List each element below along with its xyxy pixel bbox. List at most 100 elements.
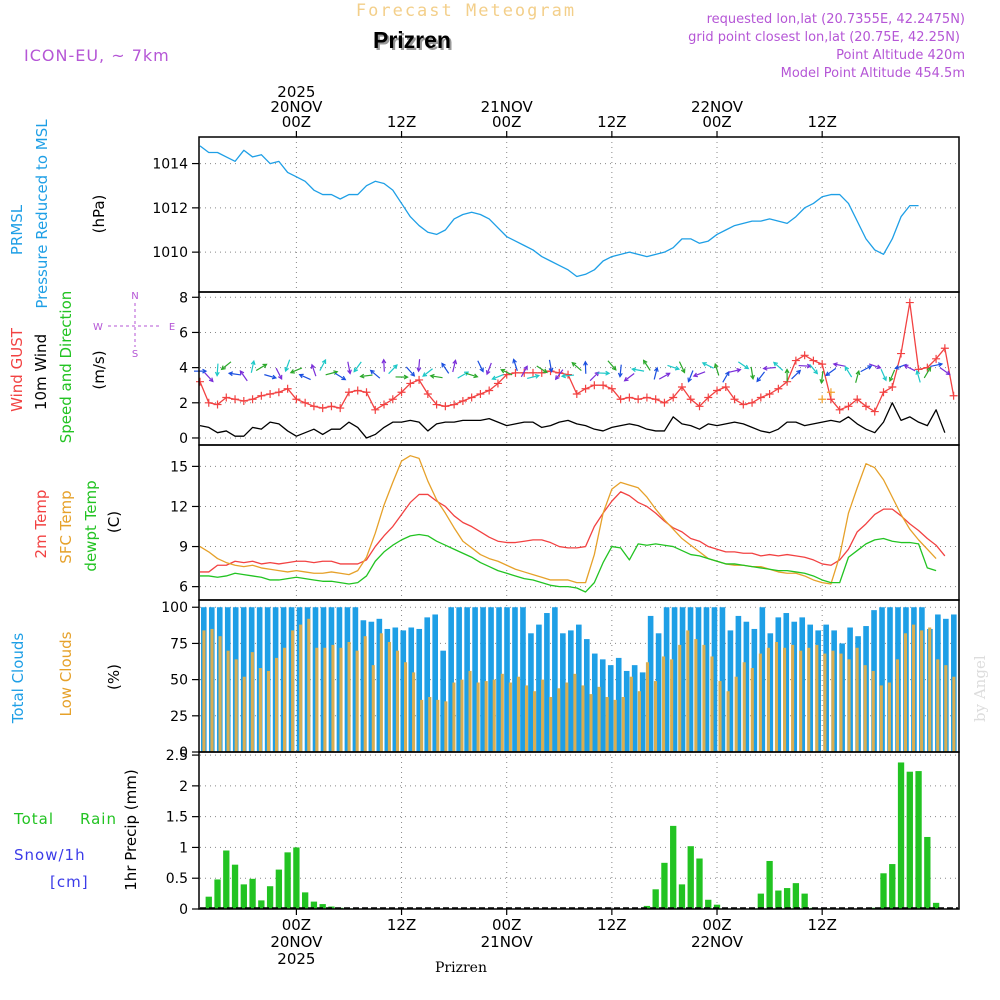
precip-bar bbox=[249, 878, 256, 909]
wind-direction-arrow bbox=[250, 359, 256, 373]
precip-bar bbox=[205, 896, 212, 909]
total-cloud-bar bbox=[544, 613, 550, 752]
wind-arrow-shaft bbox=[486, 362, 492, 375]
wind-gust-point bbox=[450, 400, 459, 409]
wind-arrow-head bbox=[208, 377, 214, 383]
wind-arrow-head bbox=[534, 373, 541, 379]
low-cloud-bar bbox=[323, 647, 327, 752]
wind-ytick-label: 0 bbox=[179, 431, 188, 447]
wind-arrow-head bbox=[623, 376, 629, 382]
clouds-ytick-label: 75 bbox=[170, 636, 188, 652]
total-cloud-bar bbox=[623, 670, 630, 752]
wind-direction-arrow bbox=[687, 370, 694, 383]
wind-arrow-shaft bbox=[255, 363, 267, 372]
low-cloud-bar bbox=[541, 679, 545, 752]
wind-gust-point bbox=[415, 375, 424, 384]
wind-gust-point bbox=[327, 402, 336, 411]
top-time-label: 00Z bbox=[492, 113, 521, 131]
precip-ytick-label: 2.5 bbox=[166, 748, 188, 764]
compass-rose: N S W E bbox=[93, 291, 175, 360]
wind-arrow-shaft bbox=[555, 369, 564, 380]
wind-gust-point bbox=[677, 382, 686, 391]
low-cloud-bar bbox=[234, 659, 238, 752]
precip-bar bbox=[924, 836, 931, 909]
wind-direction-arrow bbox=[353, 361, 362, 373]
wind-arrow-shaft bbox=[820, 370, 824, 383]
wind-gust-point bbox=[861, 402, 870, 411]
total-cloud-bar bbox=[735, 615, 742, 752]
wind-direction-arrow bbox=[750, 366, 755, 380]
wind-arrow-shaft bbox=[939, 367, 951, 375]
wind-direction-arrow bbox=[791, 369, 802, 380]
precip-bar bbox=[302, 892, 309, 909]
low-cloud-bar bbox=[766, 647, 770, 752]
wind-arrow-head bbox=[560, 373, 567, 379]
wind-gust-point bbox=[765, 390, 774, 398]
wind-ytick-label: 8 bbox=[179, 290, 188, 306]
total-cloud-bar bbox=[440, 650, 446, 752]
wind-arrow-head bbox=[701, 362, 707, 367]
bottom-time-label: 21NOV bbox=[481, 933, 534, 951]
low-cloud-bar bbox=[524, 685, 529, 752]
wind-gust-point bbox=[818, 360, 827, 369]
wind-direction-arrow bbox=[692, 371, 706, 378]
wind-arrow-shaft bbox=[319, 359, 327, 371]
wind-arrow-head bbox=[571, 361, 577, 367]
low-cloud-bar bbox=[758, 653, 762, 752]
wind-gust-point bbox=[371, 405, 380, 414]
wind-arrow-shaft bbox=[311, 364, 317, 377]
low-cloud-bar bbox=[895, 659, 899, 752]
temperature-series-dewpt-temp bbox=[200, 533, 937, 593]
cloud-label-low: Low Clouds bbox=[57, 631, 75, 716]
grid-point-coords: grid point closest lon,lat (20.75E, 42.2… bbox=[688, 30, 960, 45]
wind-gust-point bbox=[528, 368, 537, 377]
low-cloud-bar bbox=[315, 647, 319, 752]
low-cloud-bar bbox=[516, 676, 520, 752]
wind-arrow-shaft bbox=[536, 365, 548, 373]
wind-arrow-shaft bbox=[441, 363, 450, 374]
low-cloud-bar bbox=[484, 681, 488, 752]
wind-arrow-shaft bbox=[750, 366, 754, 379]
low-cloud-bar bbox=[428, 696, 432, 752]
wind-direction-arrow bbox=[860, 365, 873, 373]
low-cloud-bar bbox=[839, 653, 843, 752]
low-cloud-bar bbox=[307, 618, 311, 752]
total-cloud-bar bbox=[344, 607, 351, 752]
bottom-time-label: 12Z bbox=[387, 916, 416, 934]
precip-ytick-label: 1 bbox=[179, 840, 188, 856]
wind-arrow-head bbox=[381, 358, 387, 364]
total-cloud-bar bbox=[743, 621, 750, 752]
wind-direction-arrow bbox=[284, 359, 291, 373]
wind-gust-point bbox=[704, 393, 713, 402]
wind-arrow-head bbox=[937, 362, 944, 368]
precip-bar bbox=[240, 884, 247, 909]
wind-arrow-head bbox=[736, 367, 742, 373]
wind-arrow-shaft bbox=[791, 370, 801, 380]
wind-arrow-shaft bbox=[388, 364, 398, 375]
wind-direction-arrow bbox=[405, 366, 416, 377]
wind-arrow-head bbox=[202, 368, 208, 374]
temperature-frame bbox=[198, 444, 960, 601]
wind-direction-arrow bbox=[658, 372, 671, 380]
wind-gust-point bbox=[616, 395, 625, 404]
wind-arrow-head bbox=[429, 373, 435, 379]
compass-s: S bbox=[132, 349, 138, 360]
wind-gust-point bbox=[800, 351, 809, 360]
wind-direction-arrow bbox=[667, 364, 681, 371]
wind-arrow-head bbox=[441, 362, 446, 368]
low-cloud-bar bbox=[355, 650, 359, 752]
precip-label-unit: 1hr Precip (mm) bbox=[122, 769, 140, 890]
low-cloud-bar bbox=[266, 670, 270, 752]
wind-gust-point bbox=[353, 386, 362, 395]
pressure-ytick-label: 1010 bbox=[152, 245, 188, 261]
wind-label-10m: 10m Wind bbox=[32, 334, 50, 410]
wind-arrow-head bbox=[855, 369, 861, 376]
wind-gust-point bbox=[774, 384, 783, 393]
precip-label-snow: Snow/1h bbox=[14, 846, 86, 864]
wind-direction-arrow bbox=[607, 360, 617, 371]
wind-arrow-head bbox=[882, 376, 887, 382]
wind-arrow-shaft bbox=[923, 367, 931, 379]
wind-gust-point bbox=[634, 395, 643, 404]
low-cloud-bar bbox=[420, 699, 424, 752]
wind-arrow-head bbox=[262, 363, 268, 369]
